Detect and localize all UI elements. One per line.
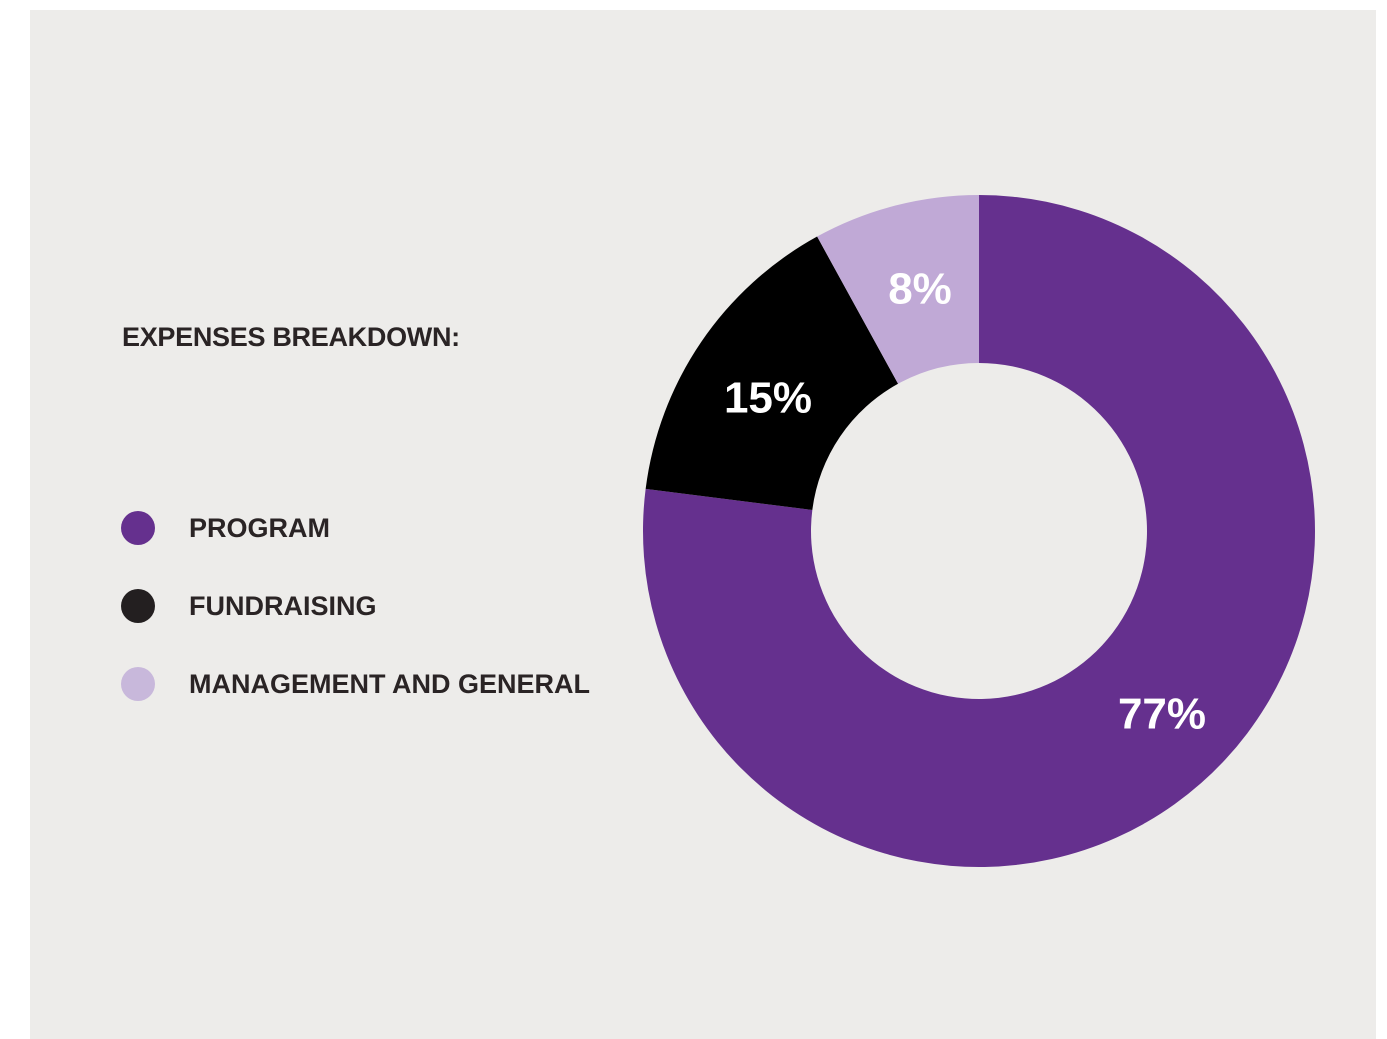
legend-item-program: PROGRAM (121, 508, 590, 548)
legend-item-fundraising: FUNDRAISING (121, 586, 590, 626)
legend-swatch-management-and-general (121, 667, 155, 701)
slice-label-management-and-general: 8% (888, 265, 952, 314)
legend-swatch-fundraising (121, 589, 155, 623)
donut-slice-fundraising (645, 236, 899, 510)
slice-label-program: 77% (1118, 690, 1206, 739)
slice-label-fundraising: 15% (724, 374, 812, 423)
donut-slice-program (642, 195, 1316, 868)
chart-legend: PROGRAM FUNDRAISING MANAGEMENT AND GENER… (121, 508, 590, 742)
legend-label-program: PROGRAM (189, 512, 330, 543)
donut-slice-management-and-general (817, 195, 979, 384)
legend-label-fundraising: FUNDRAISING (189, 590, 377, 621)
legend-swatch-program (121, 511, 155, 545)
legend-item-management-and-general: MANAGEMENT AND GENERAL (121, 664, 590, 704)
chart-title: EXPENSES BREAKDOWN: (122, 322, 460, 352)
legend-label-management-and-general: MANAGEMENT AND GENERAL (189, 668, 590, 699)
